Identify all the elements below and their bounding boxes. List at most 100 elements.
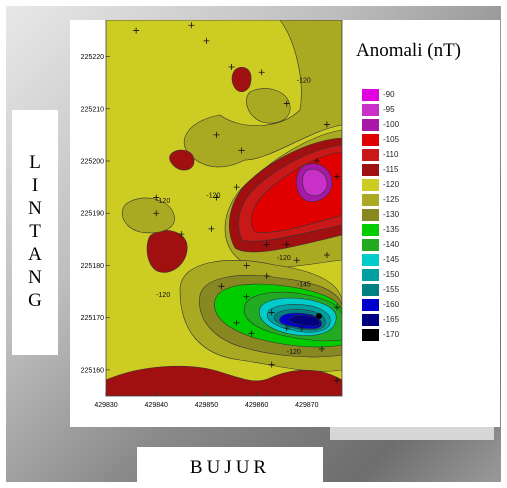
legend-entry: -100	[362, 119, 482, 131]
legend-entry: -105	[362, 134, 482, 146]
legend-swatch	[362, 254, 379, 266]
legend-swatch	[362, 134, 379, 146]
station-marker	[213, 194, 220, 201]
legend-entry: -155	[362, 284, 482, 296]
legend-entry: -115	[362, 164, 482, 176]
station-markers	[133, 22, 340, 384]
legend-label: -135	[383, 225, 400, 234]
station-marker	[258, 69, 265, 76]
legend-entry: -110	[362, 149, 482, 161]
legend-label: -170	[383, 330, 400, 339]
contour-label: -120	[156, 292, 170, 299]
station-marker	[318, 346, 325, 352]
axis-ticks: 429830 429840 429850 429860 429870 225160 2251…	[81, 54, 319, 409]
station-marker	[233, 184, 240, 191]
station-marker	[333, 304, 340, 311]
y-tick-label: 225160	[81, 367, 104, 374]
contour-label: -120	[297, 78, 311, 85]
legend-swatch	[362, 299, 379, 311]
legend-title: Anomali (nT)	[356, 40, 462, 61]
legend-swatch	[362, 284, 379, 296]
legend-label: -155	[383, 285, 400, 294]
contour-label: -120	[287, 349, 301, 356]
legend-swatch	[362, 164, 379, 176]
station-marker	[313, 158, 320, 164]
station-marker	[243, 262, 250, 269]
station-marker	[213, 131, 220, 138]
station-marker	[153, 210, 160, 217]
station-marker	[178, 231, 185, 238]
region-minus-125-upper	[183, 20, 342, 168]
station-marker	[283, 100, 290, 107]
region-minus-115-south	[106, 365, 342, 396]
legend-swatch	[362, 224, 379, 236]
station-marker	[323, 252, 330, 258]
region-minus-165	[288, 315, 321, 327]
region-minus-95	[302, 169, 328, 197]
legend-label: -105	[383, 135, 400, 144]
station-marker	[218, 283, 225, 290]
legend-swatch	[362, 179, 379, 191]
y-tick-label: 225190	[81, 211, 104, 218]
x-axis-title: BUJUR	[137, 447, 323, 488]
y-axis-title-box: LINTANG	[12, 110, 58, 355]
legend-swatch	[362, 329, 379, 341]
station-marker	[283, 241, 290, 248]
legend-swatch	[362, 149, 379, 161]
legend-label: -130	[383, 210, 400, 219]
station-marker	[208, 225, 215, 232]
legend-label: -120	[383, 180, 400, 189]
x-tick-label: 429870	[295, 402, 318, 409]
station-marker	[293, 257, 300, 264]
station-marker	[323, 121, 330, 128]
station-marker	[268, 309, 275, 316]
legend-label: -145	[383, 255, 400, 264]
station-marker	[243, 293, 250, 300]
legend-entry: -150	[362, 269, 482, 281]
y-tick-label: 225170	[81, 315, 104, 322]
legend-swatch	[362, 119, 379, 131]
contour-label: -145	[297, 281, 311, 288]
x-tick-label: 429860	[245, 402, 268, 409]
legend-entry: -120	[362, 179, 482, 191]
legend-label: -165	[383, 315, 400, 324]
station-marker	[188, 22, 195, 29]
contour-labels: -120 -120 -120 -120 -120 -120 -145	[156, 78, 311, 357]
contour-label: -120	[277, 255, 291, 262]
blob-red-top	[231, 67, 252, 93]
legend-entry: -170	[362, 329, 482, 341]
legend-label: -125	[383, 195, 400, 204]
station-marker	[298, 325, 305, 332]
contour-label: -120	[156, 198, 170, 205]
station-marker	[133, 27, 140, 34]
station-marker	[333, 173, 340, 180]
station-marker	[333, 377, 340, 384]
contour-fill-layer	[106, 20, 342, 396]
y-axis-title: LINTANG	[24, 152, 46, 313]
legend-swatch	[362, 314, 379, 326]
blob-red-lowleft	[146, 230, 188, 273]
y-tick-label: 225180	[81, 263, 104, 270]
x-tick-label: 429850	[195, 402, 218, 409]
legend-label: -110	[383, 150, 399, 159]
station-marker	[238, 147, 245, 154]
x-tick-label: 429840	[145, 402, 168, 409]
y-tick-label: 225200	[81, 159, 104, 166]
legend-label: -160	[383, 300, 400, 309]
legend-label: -100	[383, 120, 400, 129]
station-marker	[203, 37, 210, 44]
legend-label: -90	[383, 90, 395, 99]
legend-swatch	[362, 209, 379, 221]
legend-swatch	[362, 239, 379, 251]
legend-swatch	[362, 89, 379, 101]
legend-entry: -160	[362, 299, 482, 311]
station-marker	[153, 194, 160, 201]
station-marker	[248, 330, 255, 337]
legend-label: -140	[383, 240, 400, 249]
legend-swatch	[362, 104, 379, 116]
legend-label: -115	[383, 165, 399, 174]
y-tick-label: 225220	[81, 54, 104, 61]
blob-red-left	[169, 149, 195, 171]
legend-label: -150	[383, 270, 400, 279]
